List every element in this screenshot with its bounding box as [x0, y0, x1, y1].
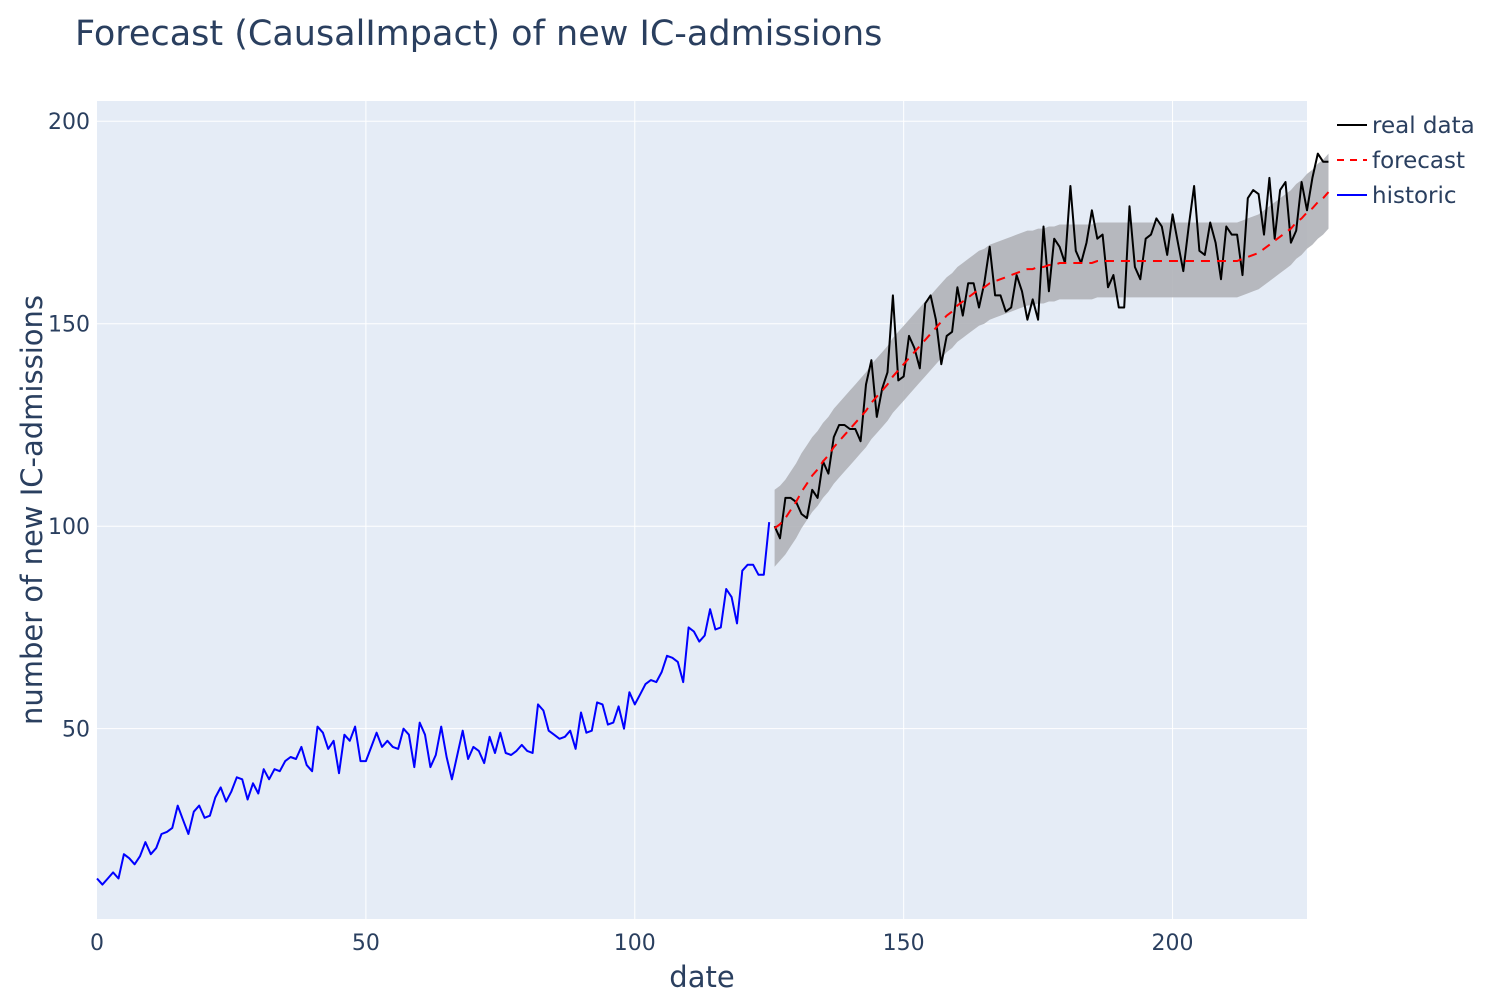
x-tick-label: 50: [352, 931, 380, 956]
x-tick-label: 0: [90, 931, 104, 956]
x-tick-label: 150: [883, 931, 925, 956]
y-axis-title: number of new IC-admissions: [15, 295, 49, 725]
y-tick-label: 200: [48, 110, 90, 135]
y-tick-label: 50: [62, 718, 90, 743]
y-tick-label: 150: [48, 313, 90, 338]
legend-label: forecast: [1372, 148, 1465, 174]
legend-label: real data: [1372, 113, 1475, 139]
legend-label: historic: [1372, 183, 1457, 209]
x-tick-label: 200: [1152, 931, 1194, 956]
real-data-line: [773, 152, 1329, 540]
y-tick-label: 100: [48, 515, 90, 540]
chart-title: Forecast (CausalImpact) of new IC-admiss…: [75, 14, 883, 54]
x-tick-label: 100: [614, 931, 656, 956]
forecast-line: [774, 191, 1330, 530]
x-axis-title: date: [669, 960, 734, 994]
forecast-band: [774, 153, 1329, 567]
historic-line: [96, 521, 771, 886]
